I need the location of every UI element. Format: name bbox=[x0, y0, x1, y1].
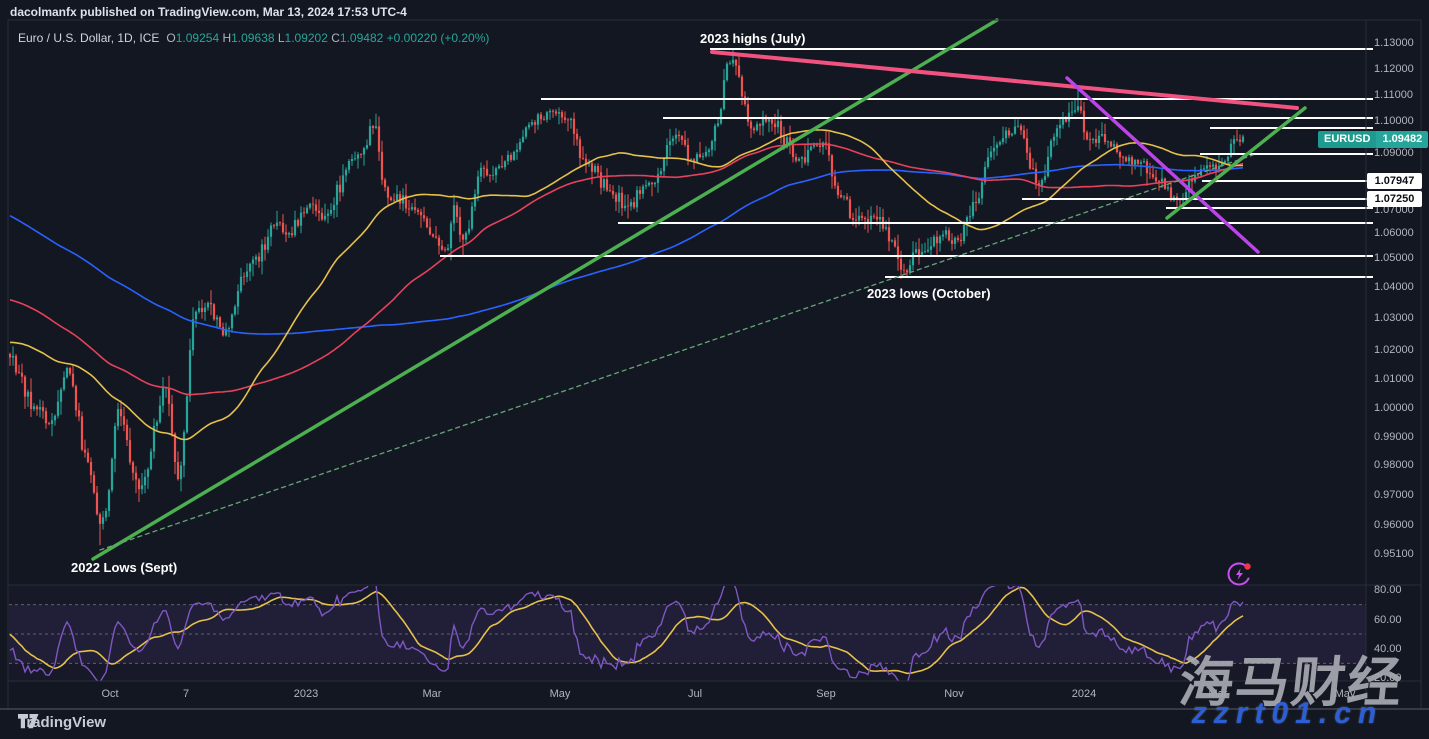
uptrend-2022-lows bbox=[91, 18, 999, 561]
ohlc-key: O bbox=[166, 31, 176, 45]
watermark-url: zzrt01.cn bbox=[1189, 697, 1387, 730]
time-tick-label: Sep bbox=[816, 688, 836, 700]
symbol-title: Euro / U.S. Dollar, 1D, ICE bbox=[18, 31, 160, 45]
price-tick-label: 0.96000 bbox=[1374, 519, 1414, 531]
downtrend-late-2023 bbox=[1065, 76, 1260, 254]
price-tick-label: 1.05000 bbox=[1374, 252, 1414, 264]
time-tick-label: Oct bbox=[101, 688, 119, 700]
price-tick-label: 0.99000 bbox=[1374, 431, 1414, 443]
price-tick-label: 1.09000 bbox=[1374, 147, 1414, 159]
downtrend-2023-highs bbox=[710, 50, 1299, 110]
rsi-tick-label: 40.00 bbox=[1374, 643, 1402, 655]
rsi-ma-line bbox=[9, 586, 1244, 675]
change-value: +0.00220 (+0.20%) bbox=[386, 31, 490, 45]
time-tick-label: 2024 bbox=[1071, 688, 1097, 700]
ohlc-value: 1.09638 bbox=[231, 31, 278, 45]
ohlc-value: 1.09254 bbox=[175, 31, 223, 45]
price-tick-label: 1.10000 bbox=[1374, 115, 1414, 127]
footer-branding[interactable]: TradingView bbox=[18, 714, 106, 731]
price-tick-label: 0.95100 bbox=[1374, 548, 1414, 560]
tradingview-logo-icon bbox=[18, 714, 39, 729]
time-tick-label: May bbox=[549, 688, 571, 700]
tradingview-brand-text: TradingView bbox=[18, 714, 107, 731]
price-level-tag: 1.07947 bbox=[1367, 173, 1422, 189]
price-level-tag: 1.07250 bbox=[1367, 191, 1422, 207]
uptrend-2024 bbox=[1165, 106, 1307, 220]
time-tick-label: Jul bbox=[687, 688, 703, 700]
ohlc-value: 1.09202 bbox=[284, 31, 332, 45]
rsi-indicator bbox=[9, 586, 1244, 681]
price-tick-label: 1.00000 bbox=[1374, 402, 1414, 414]
pane-frame bbox=[0, 19, 1429, 710]
ohlc-value: 1.09482 bbox=[339, 31, 387, 45]
ma-100 bbox=[9, 143, 1244, 396]
rsi-tick-label: 80.00 bbox=[1374, 584, 1402, 596]
time-tick-label: Nov bbox=[944, 688, 964, 700]
rsi-tick-label: 60.00 bbox=[1374, 614, 1402, 626]
long-term-dotted bbox=[99, 154, 1254, 551]
candlestick-series bbox=[9, 49, 1245, 546]
text-annotation: 2023 highs (July) bbox=[700, 31, 806, 46]
price-tick-label: 1.13000 bbox=[1374, 37, 1414, 49]
last-price-tag: EURUSD 1.09482 bbox=[1318, 131, 1429, 148]
time-tick-label: May bbox=[1334, 688, 1356, 700]
rsi-pane-background bbox=[9, 586, 1366, 681]
price-tick-label: 1.12000 bbox=[1374, 63, 1414, 75]
ohlc-key: C bbox=[331, 31, 340, 45]
time-tick-label: Mar bbox=[422, 688, 442, 700]
ohlc-values: O1.09254 H1.09638 L1.09202 C1.09482 bbox=[166, 31, 386, 45]
trendline-drawings bbox=[91, 18, 1307, 561]
ohlc-key: H bbox=[222, 31, 232, 45]
flash-icon[interactable] bbox=[1225, 559, 1255, 589]
time-tick-label: 2023 bbox=[293, 688, 319, 700]
ma-200 bbox=[9, 163, 1244, 335]
ohlc-key: L bbox=[277, 31, 285, 45]
price-tick-label: 1.06000 bbox=[1374, 227, 1414, 239]
price-tick-label: 1.03000 bbox=[1374, 312, 1414, 324]
price-tick-label: 1.04000 bbox=[1374, 281, 1414, 293]
rsi-tick-label: 20.00 bbox=[1374, 672, 1402, 684]
price-tick-label: 1.01000 bbox=[1374, 373, 1414, 385]
text-annotation: 2022 Lows (Sept) bbox=[71, 560, 178, 575]
publish-info: dacolmanfx published on TradingView.com,… bbox=[10, 5, 407, 19]
ma-50 bbox=[10, 129, 1243, 441]
time-tick-label: Mar bbox=[1208, 688, 1228, 700]
time-tick-label: 7 bbox=[182, 688, 190, 700]
text-annotation: 2023 lows (October) bbox=[867, 286, 991, 301]
price-tick-label: 1.11000 bbox=[1374, 89, 1413, 101]
price-tick-label: 1.02000 bbox=[1374, 344, 1414, 356]
symbol-legend[interactable]: Euro / U.S. Dollar, 1D, ICE O1.09254 H1.0… bbox=[18, 31, 489, 45]
rsi-line bbox=[9, 586, 1244, 681]
last-price-symbol: EURUSD bbox=[1318, 131, 1377, 148]
last-price-value: 1.09482 bbox=[1376, 131, 1429, 148]
price-tick-label: 1.07000 bbox=[1374, 204, 1414, 216]
moving-averages bbox=[9, 129, 1244, 441]
price-tick-label: 0.98000 bbox=[1374, 459, 1414, 471]
price-tick-label: 0.97000 bbox=[1374, 489, 1414, 501]
